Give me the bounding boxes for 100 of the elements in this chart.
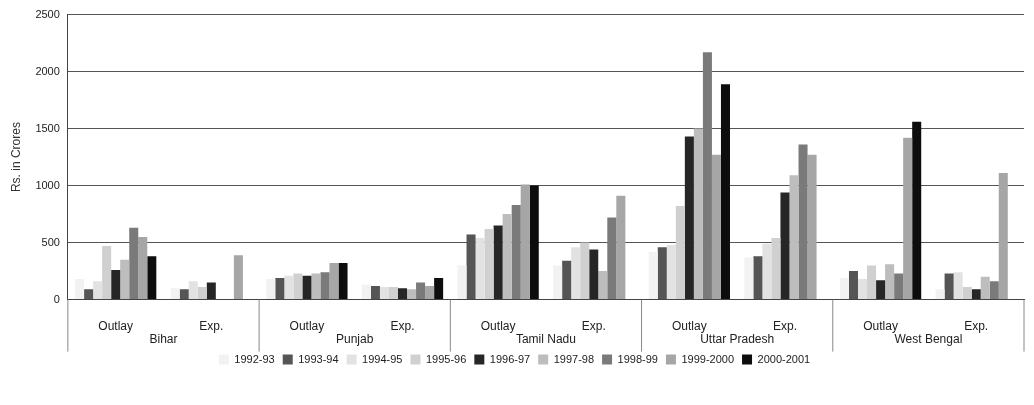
bar (206, 282, 216, 300)
bar (416, 282, 426, 300)
y-axis-title: Rs. in Crores (8, 122, 23, 193)
x-tick-label: Outlay (480, 319, 516, 334)
bar (807, 154, 817, 300)
bar (502, 214, 512, 300)
bar (120, 259, 130, 300)
bar (147, 256, 157, 300)
bar (971, 289, 981, 300)
bar (425, 285, 435, 300)
bar (885, 264, 895, 300)
bar (962, 287, 972, 300)
bar (876, 280, 886, 300)
legend-label: 1996-97 (489, 352, 531, 365)
bar (529, 185, 539, 300)
bar (511, 204, 521, 300)
legend-label: 1995-96 (425, 352, 467, 365)
bar (284, 275, 294, 300)
x-tick-label: Exp. (199, 319, 224, 334)
text: Bihar (149, 331, 178, 346)
bar (607, 217, 617, 300)
bar (953, 272, 963, 300)
bar (616, 195, 626, 300)
bar (589, 249, 599, 300)
bar (780, 192, 790, 300)
bar (197, 287, 207, 300)
legend-label: 1993-94 (298, 352, 339, 365)
y-tick-label: 2000 (35, 64, 60, 77)
bar (580, 242, 590, 300)
x-tick-label: Exp. (964, 319, 989, 334)
bar (675, 206, 685, 300)
bar (266, 279, 276, 300)
bar (684, 136, 694, 300)
bar (998, 173, 1008, 300)
y-tick-label: 2500 (35, 7, 60, 20)
x-tick-label: Outlay (98, 319, 134, 334)
bar (179, 289, 189, 300)
x-tick-label: Exp. (390, 319, 415, 334)
bar (129, 227, 139, 300)
bar (111, 269, 121, 300)
bar (329, 263, 339, 300)
bar (398, 288, 408, 300)
bar (711, 154, 721, 300)
bar (598, 271, 608, 300)
y-tick-label: 1000 (35, 178, 60, 191)
bar (789, 175, 799, 300)
bar (989, 281, 999, 300)
bar (858, 279, 868, 300)
x-tick-label: Outlay (672, 319, 707, 334)
bar (361, 284, 371, 300)
bar (648, 251, 658, 300)
bar (944, 273, 954, 300)
bar (102, 246, 112, 300)
bar (571, 247, 581, 300)
legend-label: 1992-93 (234, 352, 275, 365)
bar (912, 121, 922, 300)
bar (867, 265, 877, 300)
bar (293, 273, 303, 300)
bar (762, 243, 772, 300)
bar (170, 288, 180, 300)
x-tick-label: Exp. (581, 319, 606, 334)
bar (302, 275, 312, 300)
text: Tamil Nadu (515, 331, 576, 346)
bar (338, 263, 348, 300)
bar (839, 277, 849, 300)
legend-label: 1998-99 (617, 352, 658, 365)
bar (935, 289, 945, 300)
legend-label: 1994-95 (362, 352, 403, 365)
bar (434, 277, 444, 300)
bar (903, 137, 913, 300)
bar (720, 84, 730, 300)
bar (484, 228, 494, 300)
y-tick-label: 1500 (35, 121, 60, 134)
bar (693, 128, 703, 300)
bar (771, 238, 781, 300)
bar (520, 184, 530, 300)
text: West Bengal (894, 331, 963, 346)
text: Punjab (336, 331, 374, 346)
y-tick-label: 0 (53, 292, 60, 305)
bar (553, 265, 563, 300)
bar (702, 52, 712, 300)
bar (657, 247, 667, 300)
bar (388, 287, 398, 300)
y-tick-label: 500 (41, 235, 60, 248)
x-tick-label: Outlay (863, 319, 898, 334)
bar (379, 287, 389, 300)
bar (980, 276, 990, 300)
bar (894, 273, 904, 300)
bar (84, 289, 94, 300)
bar (744, 257, 754, 300)
bar (93, 281, 103, 300)
bar (320, 272, 330, 300)
bar (311, 273, 321, 300)
legend-label: 2000-2001 (757, 352, 811, 365)
legend-label: 1997-98 (553, 352, 595, 365)
bar (798, 144, 808, 300)
bar (475, 238, 485, 300)
bar (233, 255, 243, 300)
bar (407, 289, 417, 300)
bar (457, 265, 467, 300)
